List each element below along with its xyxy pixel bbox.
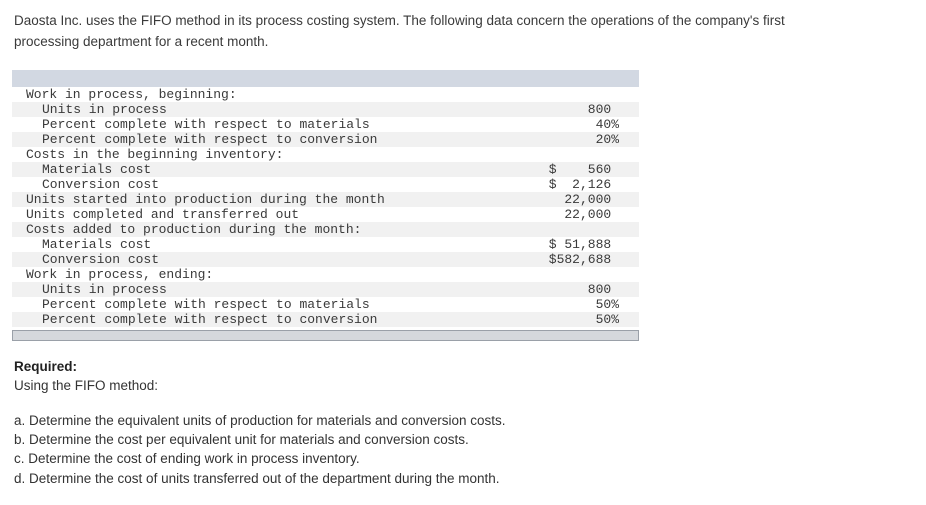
row-value: $ 51,888 <box>548 237 619 252</box>
required-subheading: Using the FIFO method: <box>14 378 159 393</box>
row-label: Percent complete with respect to materia… <box>42 117 370 132</box>
row-label: Percent complete with respect to convers… <box>42 312 378 327</box>
row-value: 50% <box>548 297 619 312</box>
table-row: Percent complete with respect to materia… <box>12 117 639 132</box>
requirement-item-c: c. Determine the cost of ending work in … <box>14 451 360 467</box>
table-row: Costs added to production during the mon… <box>12 222 639 237</box>
table-row: Materials cost $ 560 <box>12 162 639 177</box>
row-value: 50% <box>548 312 619 327</box>
data-table: Work in process, beginning: Units in pro… <box>12 70 639 327</box>
problem-statement-line-2: processing department for a recent month… <box>14 33 269 49</box>
required-section: Required: Using the FIFO method: <box>14 357 158 395</box>
table-row: Conversion cost $ 2,126 <box>12 177 639 192</box>
table-row: Units in process 800 <box>12 102 639 117</box>
requirement-list: a. Determine the equivalent units of pro… <box>14 411 506 488</box>
table-row: Units started into production during the… <box>12 192 639 207</box>
table-row: Conversion cost $582,688 <box>12 252 639 267</box>
row-label: Costs in the beginning inventory: <box>26 147 284 162</box>
table-row: Work in process, beginning: <box>12 87 639 102</box>
row-label: Materials cost <box>42 162 152 177</box>
row-label: Units in process <box>42 102 167 117</box>
row-value: 800 <box>548 282 619 297</box>
table-row: Work in process, ending: <box>12 267 639 282</box>
row-value: 22,000 <box>548 207 619 222</box>
row-label: Conversion cost <box>42 177 160 192</box>
row-value <box>619 267 639 282</box>
table-row: Materials cost $ 51,888 <box>12 237 639 252</box>
table-header-bar <box>12 70 639 87</box>
row-label: Work in process, beginning: <box>26 87 237 102</box>
row-label: Percent complete with respect to materia… <box>42 297 370 312</box>
row-value: 40% <box>548 117 619 132</box>
requirement-item-a: a. Determine the equivalent units of pro… <box>14 413 506 428</box>
row-label: Materials cost <box>42 237 152 252</box>
row-value: $582,688 <box>548 252 619 267</box>
row-label: Work in process, ending: <box>26 267 214 282</box>
row-value <box>619 87 639 102</box>
table-row: Units in process 800 <box>12 282 639 297</box>
row-value: 800 <box>548 102 619 117</box>
table-rows: Work in process, beginning: Units in pro… <box>12 87 639 327</box>
problem-statement: Daosta Inc. uses the FIFO method in its … <box>14 11 919 52</box>
table-row: Percent complete with respect to convers… <box>12 312 639 327</box>
row-value: 20% <box>548 132 619 147</box>
row-label: Conversion cost <box>42 252 160 267</box>
row-label: Units started into production during the… <box>26 192 385 207</box>
row-value: $ 2,126 <box>548 177 619 192</box>
problem-statement-line-1: Daosta Inc. uses the FIFO method in its … <box>14 13 785 28</box>
row-label: Costs added to production during the mon… <box>26 222 362 237</box>
row-label: Units in process <box>42 282 167 297</box>
requirement-item-b: b. Determine the cost per equivalent uni… <box>14 432 469 448</box>
required-heading: Required: <box>14 359 78 374</box>
table-row: Units completed and transferred out 22,0… <box>12 207 639 222</box>
horizontal-scrollbar[interactable] <box>12 330 639 341</box>
requirement-item-d: d. Determine the cost of units transferr… <box>14 470 500 486</box>
row-label: Units completed and transferred out <box>26 207 300 222</box>
table-row: Costs in the beginning inventory: <box>12 147 639 162</box>
row-label: Percent complete with respect to convers… <box>42 132 378 147</box>
row-value <box>619 222 639 237</box>
row-value: 22,000 <box>548 192 619 207</box>
table-row: Percent complete with respect to materia… <box>12 297 639 312</box>
row-value <box>619 147 639 162</box>
table-row: Percent complete with respect to convers… <box>12 132 639 147</box>
row-value: $ 560 <box>548 162 619 177</box>
